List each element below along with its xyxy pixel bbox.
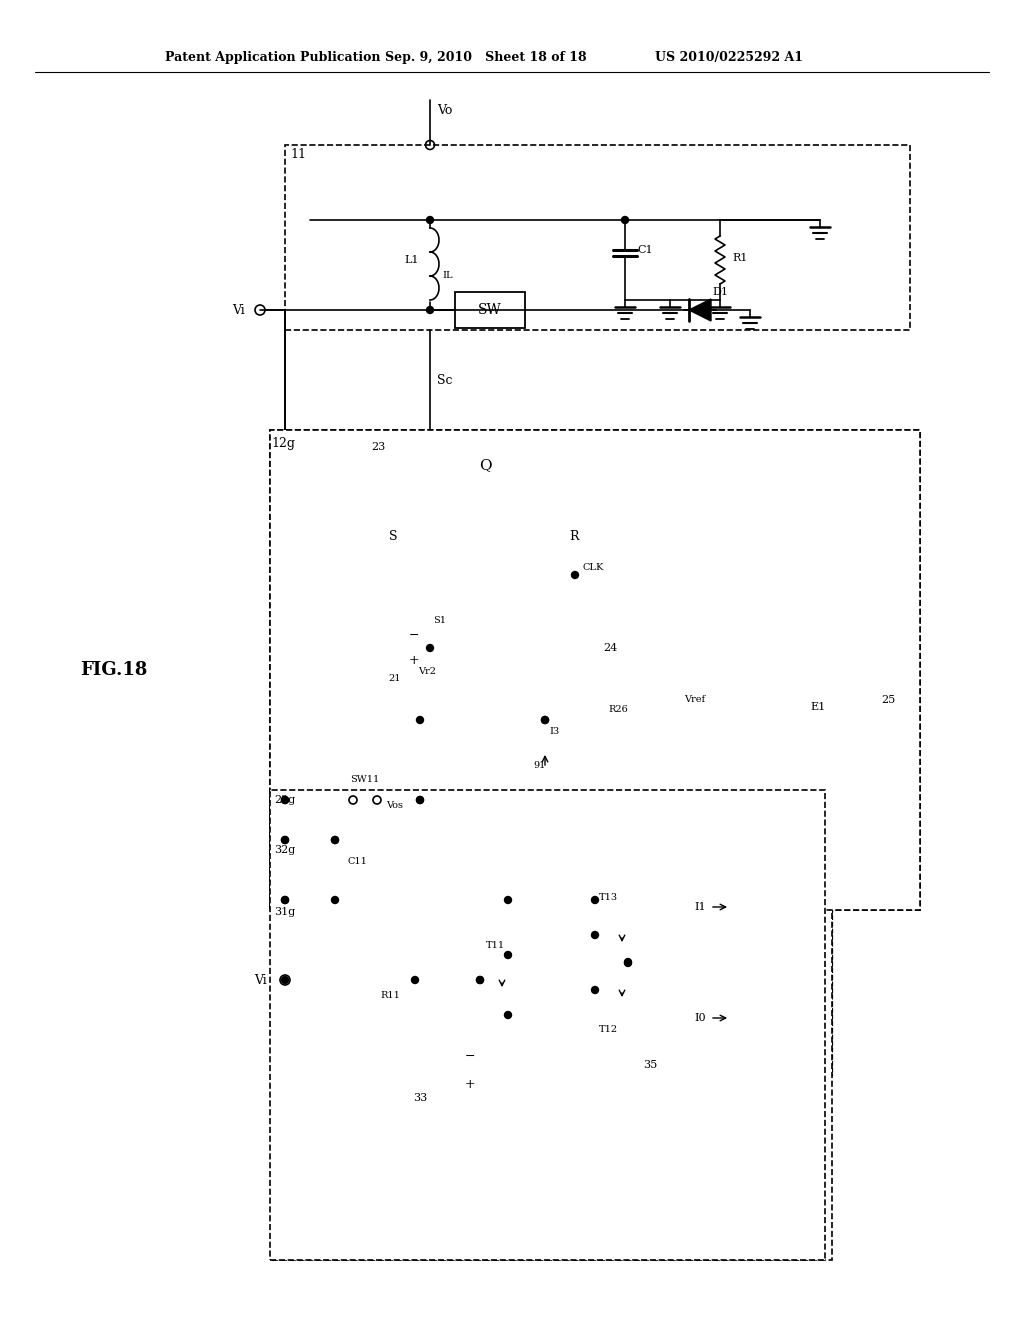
- Text: +: +: [465, 1077, 475, 1090]
- Text: −: −: [409, 628, 419, 642]
- Text: Vi: Vi: [254, 974, 267, 986]
- Circle shape: [571, 572, 579, 578]
- Bar: [272, 900, 831, 1074]
- Text: I3: I3: [550, 726, 560, 735]
- Circle shape: [592, 896, 598, 903]
- Bar: [285, 145, 910, 330]
- Circle shape: [282, 796, 289, 804]
- Circle shape: [332, 837, 339, 843]
- Circle shape: [417, 796, 424, 804]
- Circle shape: [625, 958, 632, 965]
- Text: R26: R26: [608, 705, 628, 714]
- Bar: [380, 440, 590, 554]
- Circle shape: [505, 1011, 512, 1019]
- Text: 24: 24: [603, 643, 617, 653]
- Text: S: S: [389, 531, 397, 544]
- Text: Sc: Sc: [437, 374, 453, 387]
- Text: SW: SW: [478, 304, 502, 317]
- Text: E1: E1: [810, 702, 825, 711]
- Circle shape: [476, 977, 483, 983]
- Text: 32g: 32g: [274, 845, 296, 855]
- Circle shape: [412, 977, 419, 983]
- Text: +: +: [409, 655, 419, 668]
- Text: T11: T11: [485, 940, 505, 949]
- Text: 21: 21: [388, 675, 401, 682]
- Text: R11: R11: [380, 991, 400, 1001]
- Text: I0: I0: [694, 1012, 706, 1023]
- Circle shape: [427, 216, 433, 223]
- Text: US 2010/0225292 A1: US 2010/0225292 A1: [655, 51, 803, 65]
- Text: S1: S1: [433, 616, 446, 626]
- Text: Vos: Vos: [386, 800, 403, 809]
- Text: R1: R1: [732, 253, 748, 263]
- Bar: [272, 789, 831, 1261]
- Bar: [272, 789, 482, 880]
- Text: FIG.18: FIG.18: [80, 661, 147, 678]
- Circle shape: [625, 960, 632, 966]
- Circle shape: [476, 977, 483, 983]
- Text: SW11: SW11: [350, 776, 380, 784]
- Circle shape: [282, 896, 289, 903]
- Circle shape: [332, 896, 339, 903]
- Text: 33: 33: [413, 1093, 427, 1104]
- Text: Sep. 9, 2010   Sheet 18 of 18: Sep. 9, 2010 Sheet 18 of 18: [385, 51, 587, 65]
- Circle shape: [282, 896, 289, 903]
- Text: Vr2: Vr2: [418, 668, 436, 676]
- Text: 12g: 12g: [271, 437, 295, 450]
- Circle shape: [427, 306, 433, 314]
- Circle shape: [282, 977, 289, 983]
- Text: T12: T12: [598, 1026, 617, 1035]
- Bar: [455, 292, 525, 327]
- Bar: [550, 906, 820, 1071]
- Text: D1: D1: [712, 286, 728, 297]
- Circle shape: [592, 986, 598, 994]
- Circle shape: [542, 717, 549, 723]
- Text: Vo: Vo: [437, 103, 453, 116]
- Bar: [545, 690, 895, 800]
- Text: R: R: [569, 531, 579, 544]
- Text: 25: 25: [881, 696, 895, 705]
- Text: 11: 11: [290, 149, 306, 161]
- Circle shape: [282, 796, 289, 804]
- Bar: [278, 840, 427, 900]
- Text: C11: C11: [347, 858, 367, 866]
- Bar: [270, 430, 920, 909]
- Circle shape: [417, 717, 424, 723]
- Polygon shape: [689, 300, 711, 321]
- Text: L1: L1: [404, 255, 419, 265]
- Bar: [270, 430, 920, 909]
- Text: 22g: 22g: [274, 795, 296, 805]
- Text: 23: 23: [371, 442, 385, 451]
- Circle shape: [427, 644, 433, 652]
- Circle shape: [542, 717, 549, 723]
- Text: CLK: CLK: [583, 562, 604, 572]
- Bar: [270, 789, 825, 1261]
- Circle shape: [332, 837, 339, 843]
- Text: I1: I1: [694, 902, 706, 912]
- Text: −: −: [465, 1049, 475, 1063]
- Circle shape: [282, 837, 289, 843]
- Text: IL: IL: [442, 271, 454, 280]
- Circle shape: [417, 796, 424, 804]
- Circle shape: [282, 837, 289, 843]
- Circle shape: [505, 896, 512, 903]
- Text: Patent Application Publication: Patent Application Publication: [165, 51, 381, 65]
- Text: 31g: 31g: [274, 907, 296, 917]
- Text: 91: 91: [534, 760, 546, 770]
- Circle shape: [592, 932, 598, 939]
- Circle shape: [505, 952, 512, 958]
- Text: 35: 35: [643, 1060, 657, 1071]
- Text: T13: T13: [598, 892, 617, 902]
- Circle shape: [622, 216, 629, 223]
- Text: Vi: Vi: [232, 304, 245, 317]
- Text: C1: C1: [637, 246, 653, 255]
- Text: Vref: Vref: [684, 696, 706, 705]
- Text: Q: Q: [478, 458, 492, 473]
